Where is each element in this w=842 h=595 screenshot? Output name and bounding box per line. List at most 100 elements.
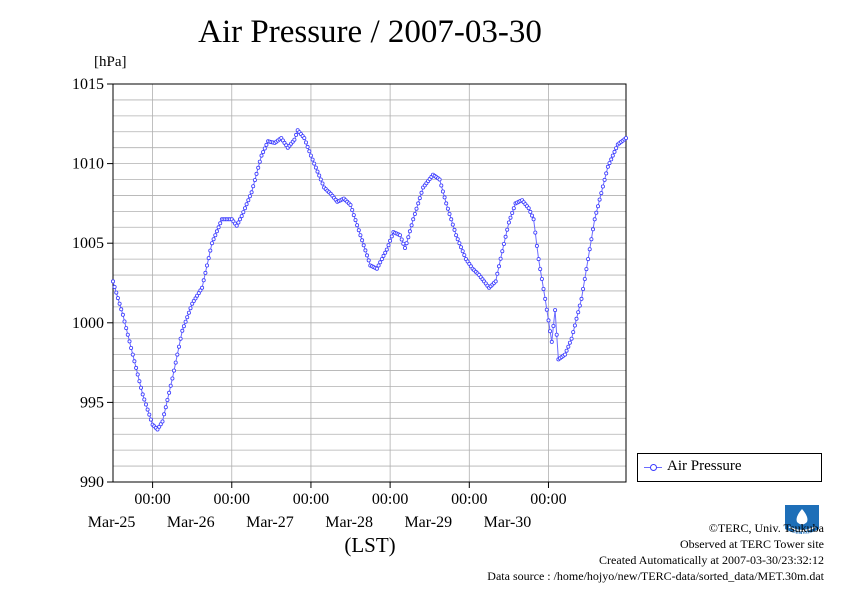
data-point: [236, 220, 241, 225]
x-tick-time: 00:00: [134, 491, 170, 508]
y-tick-label: 995: [80, 394, 104, 411]
data-point: [120, 312, 125, 317]
data-point: [505, 227, 510, 232]
data-point: [602, 177, 607, 182]
data-point: [389, 234, 394, 239]
data-point: [147, 412, 152, 417]
data-point: [140, 392, 145, 397]
data-point: [312, 161, 317, 166]
data-point: [508, 215, 513, 220]
y-tick-label: 1000: [72, 315, 104, 332]
data-point: [409, 223, 414, 228]
data-point: [117, 301, 122, 306]
data-point: [216, 225, 221, 230]
data-point: [501, 241, 506, 246]
terc-logo-icon: TERC: [783, 503, 821, 539]
data-point: [168, 383, 173, 388]
data-point: [442, 195, 447, 200]
data-point: [406, 235, 411, 240]
data-point: [173, 360, 178, 365]
data-point: [526, 206, 531, 211]
data-point: [206, 256, 211, 261]
data-point: [530, 213, 535, 218]
data-point: [353, 218, 358, 223]
data-point: [417, 196, 422, 201]
plot-frame: [112, 83, 627, 483]
data-point: [455, 237, 460, 242]
data-point: [567, 340, 572, 345]
data-point: [597, 197, 602, 202]
data-point: [386, 243, 391, 248]
data-point: [254, 171, 259, 176]
data-point: [536, 257, 541, 262]
data-point: [364, 253, 369, 258]
data-point: [201, 278, 206, 283]
x-tick-time: 00:00: [530, 491, 566, 508]
data-point: [348, 202, 353, 207]
data-point: [543, 296, 548, 301]
data-point: [450, 222, 455, 227]
data-point: [495, 271, 500, 276]
data-point: [609, 157, 614, 162]
data-point: [188, 306, 193, 311]
x-tick-date: Mar-30: [484, 514, 532, 531]
grid: [113, 84, 626, 482]
data-point: [383, 250, 388, 255]
data-point: [599, 191, 604, 196]
data-point: [305, 144, 310, 149]
y-tick-label: 990: [80, 474, 104, 491]
data-point: [614, 146, 619, 151]
data-point: [449, 217, 454, 222]
data-point: [510, 210, 515, 215]
data-point: [142, 397, 147, 402]
data-point: [445, 206, 450, 211]
data-point: [528, 209, 533, 214]
data-point: [130, 352, 135, 357]
data-point: [119, 307, 124, 312]
data-point: [209, 241, 214, 246]
x-tick-time: 00:00: [214, 491, 250, 508]
data-point: [584, 267, 589, 272]
data-point: [303, 140, 308, 145]
data-point: [586, 257, 591, 262]
data-point: [112, 284, 117, 289]
site-text: Observed at TERC Tower site: [679, 537, 824, 551]
data-point: [407, 229, 412, 234]
data-point: [500, 249, 505, 254]
data-point: [604, 171, 609, 176]
data-point: [577, 303, 582, 308]
data-point: [384, 247, 389, 252]
data-point: [252, 178, 257, 183]
data-point: [115, 296, 120, 301]
data-point: [355, 223, 360, 228]
data-point: [605, 164, 610, 169]
data-point: [610, 153, 615, 158]
legend: Air Pressure: [637, 453, 822, 482]
data-point: [211, 237, 216, 242]
data-point: [549, 339, 554, 344]
data-point: [402, 245, 407, 250]
data-point: [506, 220, 511, 225]
data-point: [576, 310, 581, 315]
data-point: [363, 248, 368, 253]
x-tick-time: 00:00: [451, 491, 487, 508]
data-point: [572, 323, 577, 328]
data-point: [308, 153, 313, 158]
data-point: [624, 136, 629, 141]
legend-label: Air Pressure: [667, 458, 742, 474]
data-point: [356, 228, 361, 233]
data-point: [388, 238, 393, 243]
legend-marker-swatch: [650, 464, 657, 471]
data-point: [313, 165, 318, 170]
data-point: [541, 286, 546, 291]
data-point: [358, 233, 363, 238]
data-point: [612, 149, 617, 154]
x-tick-time: 00:00: [293, 491, 329, 508]
y-tick-label: 1005: [72, 235, 104, 252]
data-point: [454, 233, 459, 238]
data-point: [600, 184, 605, 189]
credits: ©TERC, Univ. Tsukuba Observed at TERC To…: [487, 520, 824, 584]
data-point: [511, 206, 516, 211]
data-point: [503, 234, 508, 239]
data-point: [381, 253, 386, 258]
